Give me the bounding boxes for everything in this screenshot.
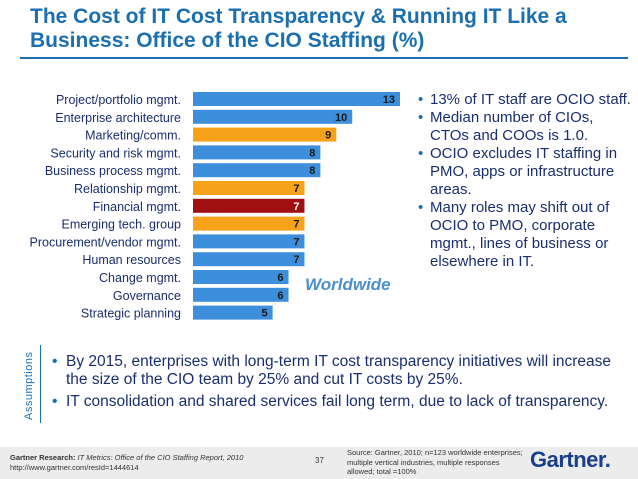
category-label: Change mgmt. [99,271,181,285]
assumption-item: By 2015, enterprises with long-term IT c… [52,353,622,389]
category-label: Procurement/vendor mgmt. [30,235,181,249]
data-label: 5 [261,308,267,320]
data-label: 8 [309,165,315,177]
data-label: 8 [309,147,315,159]
gartner-logo: Gartner. [530,447,611,472]
category-label: Relationship mgmt. [74,182,181,196]
assumptions-list: By 2015, enterprises with long-term IT c… [52,353,622,415]
category-label: Emerging tech. group [61,218,181,232]
bar [193,287,289,302]
key-point: Median number of CIOs, CTOs and COOs is … [418,109,633,145]
category-label: Strategic planning [81,307,181,321]
data-label: 10 [335,112,347,124]
assumptions-divider [40,345,41,423]
assumption-item: IT consolidation and shared services fai… [52,393,622,411]
category-label: Business process mgmt. [45,164,181,178]
category-label: Financial mgmt. [93,200,181,214]
bar [193,163,321,178]
bar [193,305,273,320]
footer-report-title: IT Metrics: Office of the CIO Staffing R… [77,453,244,462]
bar [193,252,305,267]
category-label: Project/portfolio mgmt. [56,93,181,107]
bar-chart: Project/portfolio mgmt. 13 Enterprise arch… [30,92,400,321]
footer-bar [0,447,638,479]
data-label: 6 [277,290,283,302]
bar [193,127,337,142]
bar [193,270,289,284]
key-point: 13% of IT staff are OCIO staff. [418,91,633,109]
bar [193,145,321,160]
data-label: 13 [383,94,395,106]
footer-research-label: Gartner Research: [10,453,76,462]
bar [193,216,305,231]
logo-text: Gartner [530,447,605,472]
key-point: Many roles may shift out of OCIO to PMO,… [418,199,633,271]
data-label: 7 [293,236,299,248]
data-label: 9 [325,130,331,142]
data-label: 6 [277,272,283,284]
bar [193,92,400,106]
footer-citation: Gartner Research: IT Metrics: Office of … [10,453,243,473]
category-label: Enterprise architecture [55,111,181,125]
key-point: OCIO excludes IT staffing in PMO, apps o… [418,145,633,199]
data-label: 7 [293,254,299,266]
key-points: 13% of IT staff are OCIO staff. Median n… [418,91,633,271]
category-label: Human resources [82,253,181,267]
bar [193,181,305,195]
bar [193,109,353,124]
source-note: Source: Gartner, 2010; n=123 worldwide e… [347,448,523,476]
page-number: 37 [315,456,324,465]
data-label: 7 [293,201,299,213]
title-divider [20,57,628,59]
bar [193,234,305,249]
category-label: Governance [113,289,181,303]
worldwide-annotation: Worldwide [305,275,391,294]
data-label: 7 [293,219,299,231]
category-label: Security and risk mgmt. [50,146,181,160]
bar [193,198,305,213]
category-label: Marketing/comm. [85,129,181,143]
page-title: The Cost of IT Cost Transparency & Runni… [30,5,567,52]
data-label: 7 [293,183,299,195]
assumptions-label: Assumptions [23,351,35,420]
footer-url[interactable]: http://www.gartner.com/resId=1444614 [10,463,139,472]
